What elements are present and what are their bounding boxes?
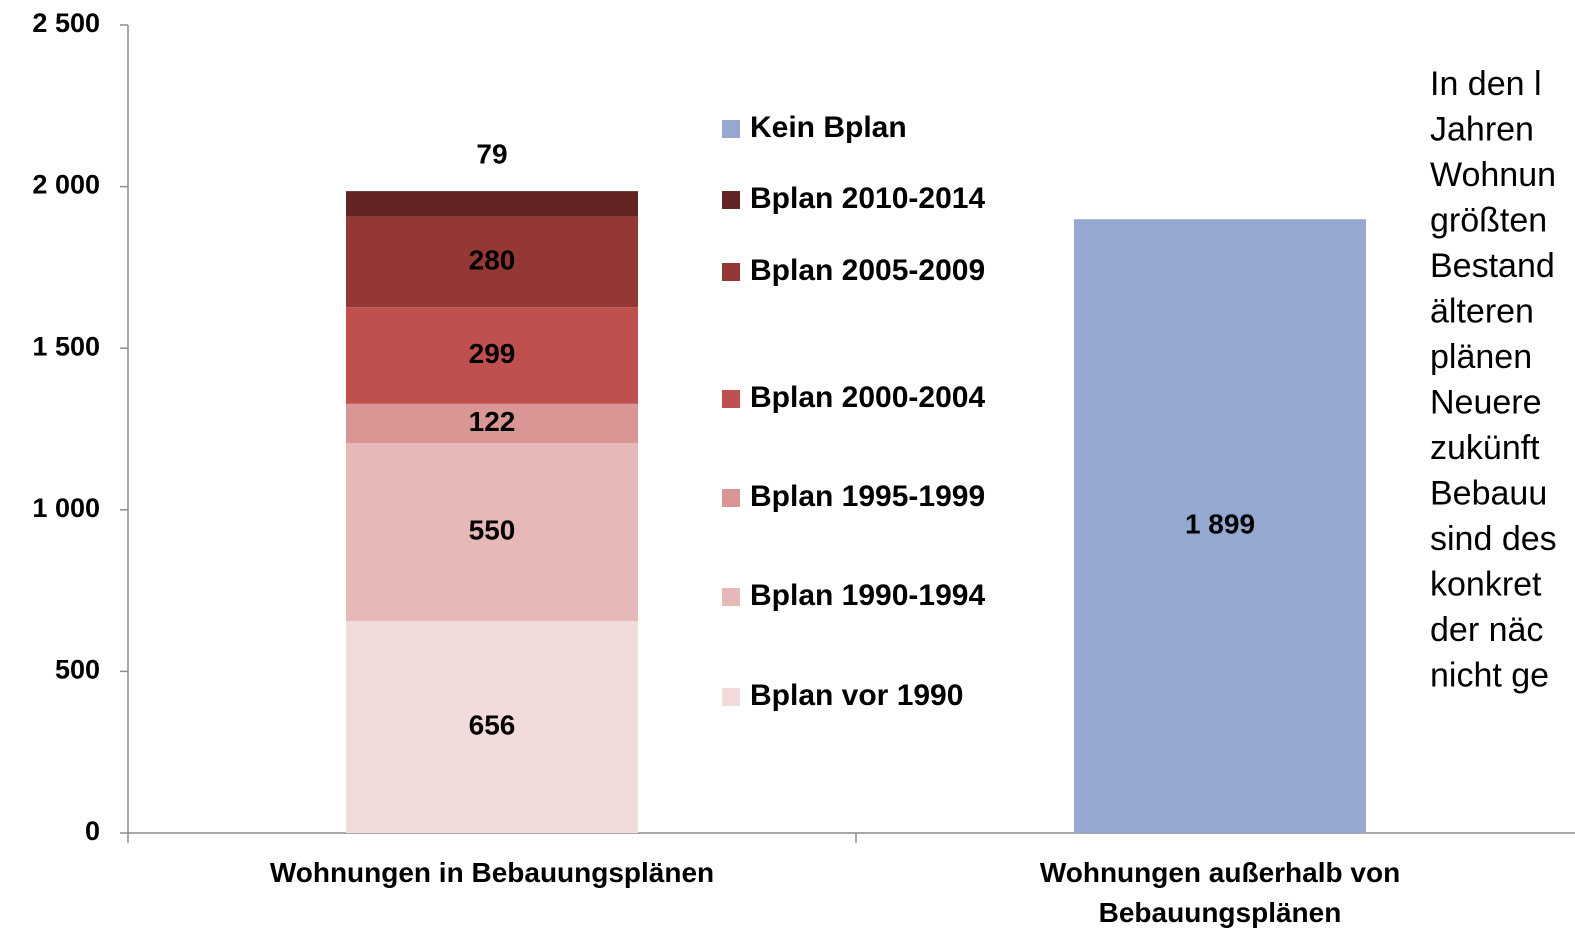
annotation-line: Bebauu xyxy=(1430,474,1547,512)
data-label: 280 xyxy=(469,244,516,275)
x-tick-label-line: Wohnungen außerhalb von xyxy=(1040,857,1400,888)
legend-label: Bplan vor 1990 xyxy=(750,679,963,712)
annotation-line: sind des xyxy=(1430,520,1557,558)
legend-swatch xyxy=(722,688,740,706)
data-label: 656 xyxy=(469,709,516,740)
annotation-line: größten xyxy=(1430,201,1547,239)
legend-label: Kein Bplan xyxy=(750,111,907,144)
bar-segment xyxy=(346,443,638,621)
x-tick-label: Wohnungen außerhalb von Bebauungsplänen xyxy=(1040,857,1400,928)
bar-segment xyxy=(346,307,638,404)
legend-swatch xyxy=(722,263,740,281)
legend-swatch xyxy=(722,489,740,507)
legend-swatch xyxy=(722,390,740,408)
annotation-line: älteren xyxy=(1430,292,1534,330)
y-tick-label: 500 xyxy=(55,655,100,685)
x-tick-label-line: Wohnungen in Bebauungsplänen xyxy=(270,857,714,888)
y-tick-label: 1 000 xyxy=(32,493,100,523)
x-tick-label-line: Bebauungsplänen xyxy=(1099,897,1342,928)
bar-segment xyxy=(1074,219,1366,834)
y-tick-label: 1 500 xyxy=(32,331,100,361)
annotation-line: zukünft xyxy=(1430,429,1540,467)
y-tick-label: 2 000 xyxy=(32,170,100,200)
annotation-line: plänen xyxy=(1430,338,1532,376)
data-label: 550 xyxy=(469,514,516,545)
legend-label: Bplan 2010-2014 xyxy=(750,182,985,215)
annotation-line: In den l xyxy=(1430,65,1542,103)
data-label: 122 xyxy=(469,406,516,437)
data-label: 79 xyxy=(476,139,507,170)
legend-label: Bplan 2000-2004 xyxy=(750,381,985,414)
y-tick-label: 2 500 xyxy=(32,8,100,38)
data-label: 299 xyxy=(469,338,516,369)
bar-segment xyxy=(346,620,638,833)
annotation-line: Neuere xyxy=(1430,383,1542,421)
annotation-line: nicht ge xyxy=(1430,656,1549,694)
legend-label: Bplan 1990-1994 xyxy=(750,579,985,612)
legend-swatch xyxy=(722,191,740,209)
bar-segment xyxy=(346,191,638,217)
annotation-line: konkret xyxy=(1430,565,1542,603)
x-tick-label: Wohnungen in Bebauungsplänen xyxy=(270,857,714,888)
annotation-line: Wohnun xyxy=(1430,156,1556,194)
legend-label: Bplan 2005-2009 xyxy=(750,254,985,287)
bar-segment xyxy=(346,216,638,308)
legend-swatch xyxy=(722,588,740,606)
annotation-line: der näc xyxy=(1430,611,1543,649)
data-label: 1 899 xyxy=(1185,509,1255,540)
bar-segment xyxy=(346,403,638,444)
legend-swatch xyxy=(722,120,740,138)
legend-label: Bplan 1995-1999 xyxy=(750,480,985,513)
annotation-line: Bestand xyxy=(1430,247,1555,285)
annotation-line: Jahren xyxy=(1430,110,1534,148)
y-tick-label: 0 xyxy=(85,816,100,846)
